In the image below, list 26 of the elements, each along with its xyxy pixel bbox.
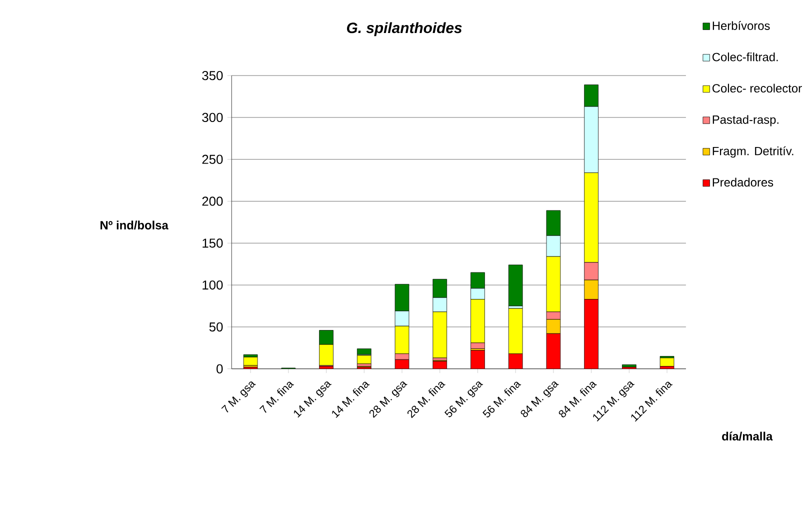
legend-label: Pastad-rasp. [712,115,778,126]
y-tick-label: 150 [202,238,223,248]
y-tick-label: 100 [202,280,223,290]
legend-label: Colec-filtrad. [712,52,778,62]
x-tick-label: 56 M. fina [482,382,522,418]
x-tick-label: 14 M. gsa [294,381,332,418]
x-tick-label: 28 M. gsa [369,382,408,418]
y-tick-label: 0 [216,364,223,374]
x-tick-label: 28 M. fina [407,382,446,418]
legend-label: Colec- recolector [712,84,802,93]
y-tick-label: 350 [202,70,223,80]
chart-title: G. spilanthoides [347,22,462,36]
x-tick-label: 84 M. gsa [520,382,559,418]
legend-label: Herbívoros [712,21,770,30]
y-tick-label: 200 [202,196,223,206]
y-tick-label: 50 [209,322,223,332]
x-tick-label: 7 M. gsa [221,381,256,413]
x-axis-title: día/malla [722,432,773,441]
y-axis-title: Nº ind/bolsa [100,220,168,230]
legend-label: Fragm. Detritív. [712,146,794,158]
y-tick-label: 250 [202,154,223,164]
x-tick-label: 56 M. gsa [444,382,484,418]
x-tick-label: 7 M. fina [259,382,294,413]
y-tick-label: 300 [202,112,223,122]
x-tick-label: 14 M. fina [332,382,370,418]
legend-label: Predadores [712,178,774,187]
